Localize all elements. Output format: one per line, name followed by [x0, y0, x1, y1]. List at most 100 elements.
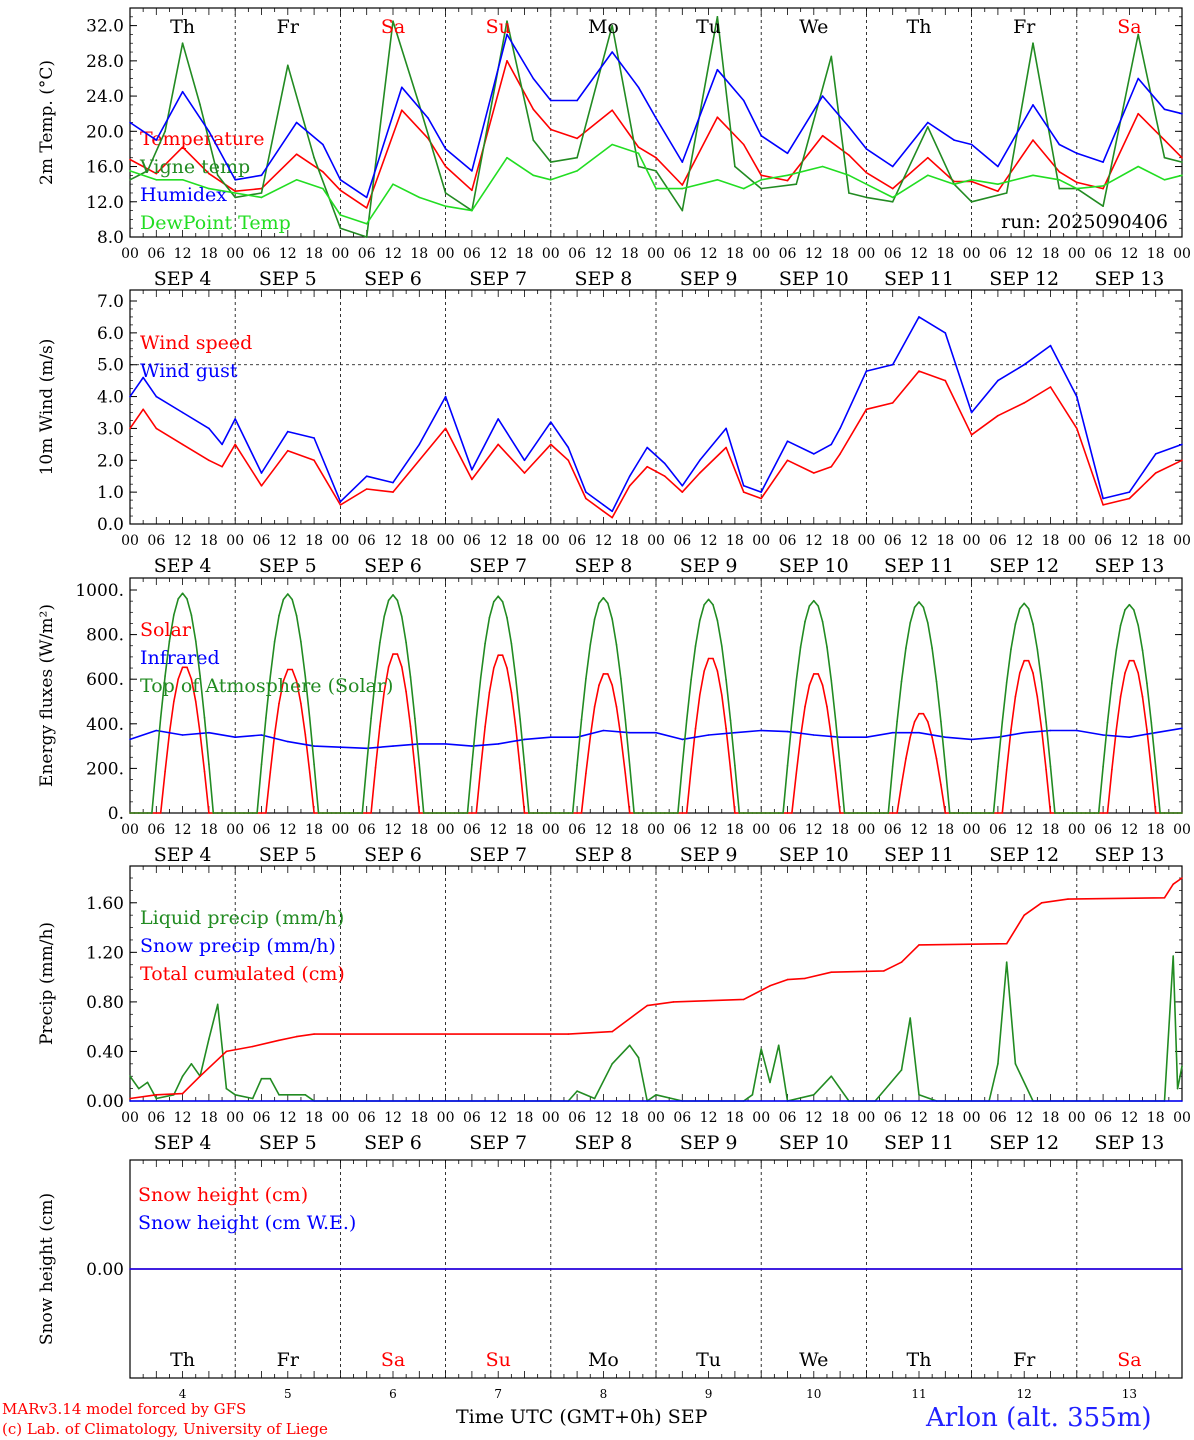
- data-point: [1141, 695, 1144, 698]
- data-point: [891, 402, 894, 404]
- y-tick-label: 0.00: [86, 1092, 124, 1112]
- data-point: [471, 745, 473, 747]
- hour-label: 06: [673, 246, 691, 262]
- data-point: [804, 706, 806, 708]
- data-point: [909, 622, 911, 624]
- data-point: [571, 812, 574, 814]
- data-point: [1176, 1087, 1179, 1090]
- data-point: [615, 644, 618, 646]
- data-point: [282, 680, 285, 682]
- hour-label: 12: [1120, 533, 1138, 549]
- data-point: [287, 449, 289, 452]
- data-point: [234, 1094, 236, 1096]
- hour-label: 06: [779, 1110, 797, 1126]
- day-of-week-label: Th: [170, 1349, 195, 1371]
- data-point: [576, 156, 578, 159]
- hour-label: 18: [516, 246, 534, 262]
- data-point: [133, 812, 136, 814]
- data-point: [554, 812, 556, 814]
- hour-label: 06: [673, 822, 691, 838]
- data-point: [1040, 902, 1043, 904]
- date-label: SEP 9: [680, 844, 738, 866]
- data-point: [260, 192, 263, 194]
- y-tick-label: 600.: [86, 670, 124, 690]
- data-point: [611, 1063, 613, 1065]
- data-point: [944, 765, 947, 767]
- data-point: [607, 602, 609, 604]
- data-point: [278, 1039, 280, 1042]
- data-point: [760, 179, 762, 181]
- data-point: [1102, 504, 1104, 506]
- data-point: [181, 90, 184, 93]
- hour-label: 00: [331, 533, 349, 549]
- data-point: [1181, 156, 1183, 159]
- data-point: [418, 459, 421, 462]
- hour-label: 18: [1042, 822, 1060, 838]
- day-of-week-label: We: [799, 16, 828, 38]
- data-point: [1181, 459, 1183, 462]
- data-point: [550, 421, 552, 423]
- data-point: [927, 622, 929, 624]
- hour-label: 12: [1015, 822, 1033, 838]
- data-point: [550, 736, 552, 738]
- data-point: [1076, 152, 1078, 155]
- hour-label: 00: [647, 533, 665, 549]
- data-point: [646, 465, 648, 468]
- data-point: [786, 152, 789, 155]
- data-point: [664, 462, 666, 465]
- data-point: [287, 64, 289, 67]
- data-point: [694, 727, 697, 730]
- hour-label: 00: [437, 1110, 455, 1126]
- data-point: [155, 763, 158, 765]
- data-point: [927, 121, 929, 124]
- data-point: [251, 812, 254, 814]
- data-point: [970, 143, 973, 146]
- hour-label: 18: [410, 1110, 428, 1126]
- data-point: [295, 680, 298, 682]
- data-point: [414, 767, 416, 769]
- data-point: [839, 765, 841, 767]
- data-point: [997, 812, 999, 814]
- hour-label: 06: [358, 822, 376, 838]
- data-point: [655, 812, 657, 814]
- data-point: [883, 970, 885, 972]
- hour-label: 00: [963, 822, 981, 838]
- hour-label: 06: [358, 1110, 376, 1126]
- data-point: [322, 812, 324, 814]
- data-point: [887, 812, 890, 814]
- data-point: [401, 615, 403, 618]
- data-point: [637, 812, 640, 814]
- data-point: [1154, 812, 1157, 814]
- day-number-label: 4: [179, 1387, 187, 1401]
- hour-label: 12: [1120, 1110, 1138, 1126]
- data-point: [786, 174, 789, 177]
- data-point: [628, 485, 631, 487]
- y-tick-label: 0.00: [86, 1260, 124, 1280]
- data-point: [541, 812, 543, 814]
- data-point: [383, 615, 386, 618]
- data-point: [317, 812, 320, 814]
- data-point: [208, 427, 210, 430]
- hour-label: 06: [1094, 822, 1112, 838]
- data-point: [427, 117, 429, 119]
- hour-label: 06: [463, 1110, 481, 1126]
- date-label: SEP 4: [154, 268, 212, 290]
- data-point: [874, 812, 876, 814]
- data-point: [918, 601, 920, 603]
- hour-label: 06: [568, 533, 586, 549]
- data-point: [1076, 187, 1078, 190]
- data-point: [260, 734, 263, 736]
- date-label: SEP 5: [259, 555, 317, 577]
- data-point: [221, 443, 223, 446]
- hour-label: 00: [647, 1110, 665, 1126]
- hour-label: 06: [779, 246, 797, 262]
- data-point: [799, 646, 802, 648]
- data-point: [970, 179, 973, 181]
- data-point: [707, 734, 710, 736]
- date-label: SEP 10: [779, 268, 849, 290]
- data-point: [190, 678, 193, 680]
- data-point: [173, 701, 175, 703]
- hour-label: 18: [305, 246, 323, 262]
- data-point: [970, 738, 973, 741]
- day-number-label: 12: [1017, 1387, 1032, 1401]
